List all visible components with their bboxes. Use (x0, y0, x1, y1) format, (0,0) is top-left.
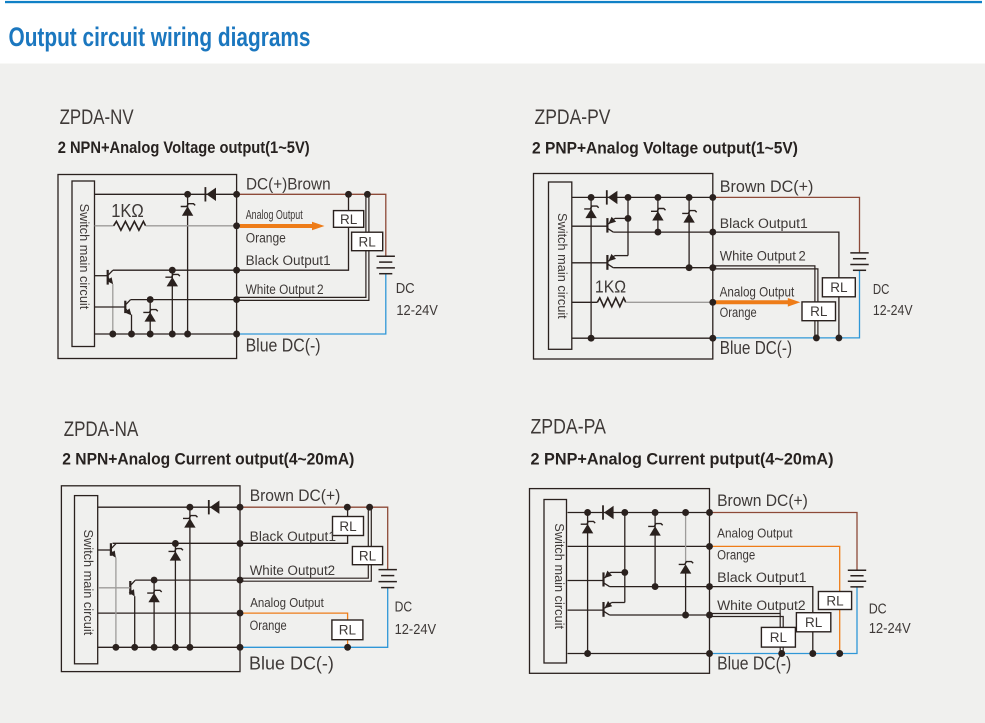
svg-text:DC(+)Brown: DC(+)Brown (246, 174, 331, 193)
svg-text:2 PNP+Analog Current putput(4~: 2 PNP+Analog Current putput(4~20mA) (531, 450, 834, 469)
svg-text:Orange: Orange (717, 548, 755, 563)
svg-text:RL: RL (826, 593, 844, 608)
svg-text:Orange: Orange (250, 618, 287, 633)
svg-text:Orange: Orange (246, 231, 286, 246)
svg-text:DC: DC (869, 601, 887, 618)
svg-text:Blue DC(-): Blue DC(-) (717, 654, 791, 674)
svg-text:ZPDA-PV: ZPDA-PV (535, 106, 611, 129)
svg-text:DC: DC (395, 599, 413, 616)
svg-text:2 NPN+Analog Voltage output(1~: 2 NPN+Analog Voltage output(1~5V) (58, 138, 310, 157)
svg-text:DC: DC (873, 281, 890, 298)
svg-text:12-24V: 12-24V (869, 620, 911, 637)
svg-text:RL: RL (339, 623, 357, 638)
svg-text:Analog Output: Analog Output (717, 527, 793, 541)
svg-text:Analog Output: Analog Output (720, 283, 795, 299)
svg-text:1KΩ: 1KΩ (111, 201, 144, 221)
svg-text:Black Output1: Black Output1 (246, 253, 331, 268)
svg-text:White Output 2: White Output 2 (720, 248, 806, 263)
svg-text:Black Output1: Black Output1 (250, 529, 336, 544)
svg-text:Black Output1: Black Output1 (720, 216, 808, 231)
svg-text:White Output2: White Output2 (250, 563, 335, 578)
svg-text:Blue DC(-): Blue DC(-) (249, 654, 334, 674)
svg-text:Blue DC(-): Blue DC(-) (720, 338, 792, 358)
svg-text:ZPDA-NA: ZPDA-NA (64, 418, 139, 441)
svg-text:RL: RL (770, 630, 788, 645)
svg-text:Black Output1: Black Output1 (717, 570, 806, 585)
svg-text:1KΩ: 1KΩ (595, 277, 626, 297)
svg-text:RL: RL (339, 519, 357, 534)
svg-text:ZPDA-PA: ZPDA-PA (531, 415, 606, 438)
svg-text:RL: RL (359, 234, 377, 249)
svg-text:RL: RL (340, 212, 358, 227)
svg-text:Switch main circuit: Switch main circuit (81, 530, 95, 636)
svg-text:RL: RL (810, 304, 828, 319)
svg-text:12-24V: 12-24V (395, 621, 437, 638)
svg-text:Brown DC(+): Brown DC(+) (717, 491, 808, 510)
svg-text:12-24V: 12-24V (396, 302, 438, 319)
svg-text:Brown DC(+): Brown DC(+) (720, 177, 814, 196)
svg-text:2 PNP+Analog Voltage output(1~: 2 PNP+Analog Voltage output(1~5V) (532, 139, 798, 158)
svg-text:White Output 2: White Output 2 (246, 282, 324, 297)
svg-text:Analog Output: Analog Output (250, 595, 324, 610)
svg-text:RL: RL (805, 615, 823, 630)
svg-text:Brown DC(+): Brown DC(+) (250, 486, 341, 505)
svg-text:Analog Output: Analog Output (246, 208, 303, 222)
svg-text:RL: RL (830, 280, 848, 295)
svg-text:Switch main circuit: Switch main circuit (77, 204, 91, 310)
svg-text:DC: DC (396, 280, 415, 297)
svg-text:ZPDA-NV: ZPDA-NV (60, 106, 134, 129)
svg-text:12-24V: 12-24V (873, 302, 913, 319)
svg-text:Switch main circuit: Switch main circuit (552, 523, 566, 629)
svg-text:RL: RL (359, 548, 377, 563)
svg-text:Switch main circuit: Switch main circuit (555, 213, 569, 319)
svg-text:Orange: Orange (720, 305, 757, 320)
svg-text:Blue DC(-): Blue DC(-) (246, 336, 321, 356)
svg-text:Output circuit wiring diagrams: Output circuit wiring diagrams (9, 22, 311, 52)
svg-text:2 NPN+Analog Current output(4~: 2 NPN+Analog Current output(4~20mA) (62, 450, 354, 469)
svg-text:White Output2: White Output2 (717, 598, 806, 613)
